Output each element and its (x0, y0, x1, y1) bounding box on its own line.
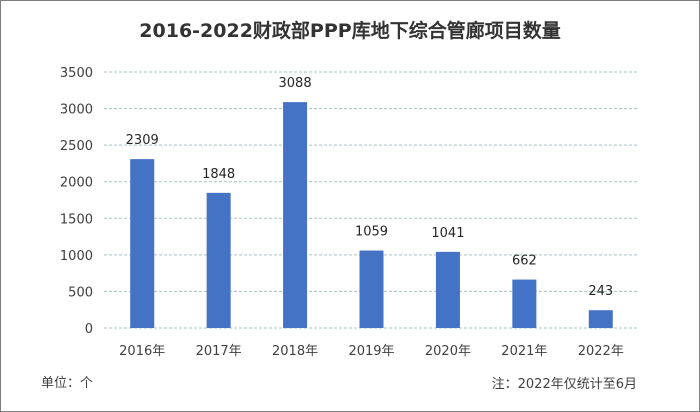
data-labels: 2309 1848 3088 1059 1041 662 243 (126, 76, 614, 299)
y-tick-label: 2000 (60, 176, 93, 191)
data-label: 2309 (126, 133, 159, 148)
unit-note: 单位：个 (41, 376, 93, 391)
x-tick-label: 2021年 (501, 344, 547, 359)
y-tick-label: 2500 (60, 139, 93, 154)
chart-title: 2016-2022财政部PPP库地下综合管廊项目数量 (139, 19, 560, 42)
bar (588, 310, 613, 328)
data-label: 1848 (202, 167, 235, 182)
x-tick-label: 2017年 (196, 344, 242, 359)
x-tick-label: 2016年 (119, 344, 165, 359)
x-tick-label: 2020年 (425, 344, 471, 359)
y-axis-ticks: 0 500 1000 1500 2000 2500 3000 3500 (60, 66, 93, 337)
x-axis-ticks: 2016年 2017年 2018年 2019年 2020年 2021年 2022年 (119, 344, 624, 359)
y-tick-label: 3000 (60, 103, 93, 118)
bar (435, 251, 460, 328)
bar (130, 159, 155, 328)
x-tick-label: 2019年 (348, 344, 394, 359)
footnote: 注：2022年仅统计至6月 (492, 377, 637, 392)
x-tick-label: 2018年 (272, 344, 318, 359)
bars (130, 102, 613, 328)
data-label: 243 (588, 284, 613, 299)
y-tick-label: 1500 (60, 212, 93, 227)
data-label: 1041 (431, 226, 464, 241)
data-label: 3088 (279, 76, 312, 91)
bar (512, 279, 537, 328)
bar (359, 250, 384, 328)
bar (206, 192, 231, 328)
x-tick-label: 2022年 (578, 344, 624, 359)
data-label: 662 (512, 254, 537, 269)
bar (283, 102, 308, 328)
y-tick-label: 1000 (60, 249, 93, 264)
y-tick-label: 0 (85, 322, 93, 337)
data-label: 1059 (355, 225, 388, 240)
y-tick-label: 3500 (60, 66, 93, 81)
y-tick-label: 500 (68, 285, 93, 300)
